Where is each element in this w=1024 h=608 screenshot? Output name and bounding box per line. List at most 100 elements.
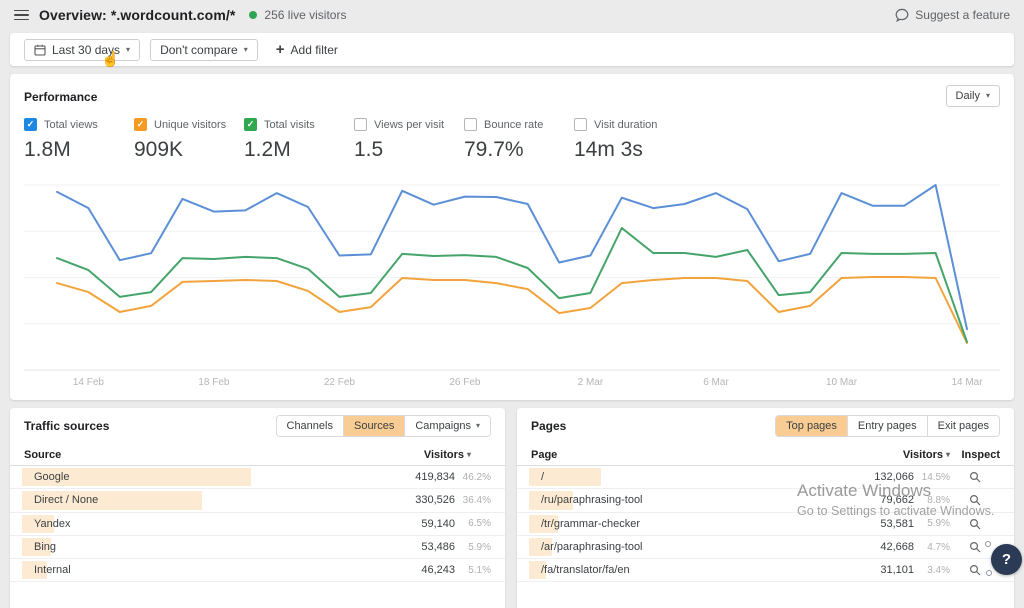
- row-bar: [529, 537, 553, 557]
- column-visitors-sort[interactable]: Visitors ▾: [423, 448, 471, 461]
- metric-total-visits[interactable]: Total visits 1.2M: [244, 118, 354, 162]
- decorative-ring-icon: [985, 541, 991, 547]
- source-name[interactable]: Direct / None: [34, 494, 99, 507]
- interval-dropdown[interactable]: Daily ▾: [945, 85, 1000, 107]
- row-bar: [529, 561, 546, 580]
- metric-checkbox[interactable]: [24, 118, 37, 131]
- visitors-percent: 14.5%: [921, 471, 950, 483]
- visitors-count: 419,834: [415, 471, 455, 484]
- help-button[interactable]: ?: [991, 544, 1022, 575]
- page-path[interactable]: /ar/paraphrasing-tool: [541, 541, 643, 554]
- metric-value: 1.2M: [244, 138, 291, 161]
- date-range-button[interactable]: Last 30 days ▾: [24, 38, 141, 61]
- metric-visit-duration[interactable]: Visit duration 14m 3s: [574, 118, 684, 162]
- magnifier-icon[interactable]: [969, 564, 981, 576]
- source-name[interactable]: Yandex: [34, 517, 71, 530]
- live-visitors-label: 256 live visitors: [264, 8, 347, 22]
- page-path[interactable]: /fa/translator/fa/en: [541, 564, 630, 577]
- svg-text:14 Mar: 14 Mar: [951, 377, 983, 388]
- source-name[interactable]: Google: [34, 471, 70, 484]
- metric-total-views[interactable]: Total views 1.8M: [24, 118, 134, 162]
- table-row[interactable]: Internal 46,243 5.1%: [10, 559, 505, 583]
- chevron-down-icon: ▾: [126, 44, 131, 54]
- row-bar: [529, 491, 573, 510]
- source-name[interactable]: Bing: [34, 541, 57, 554]
- compare-button[interactable]: Don't compare ▾: [150, 38, 258, 61]
- source-name[interactable]: Internal: [34, 564, 71, 577]
- tab-sources[interactable]: Sources: [343, 416, 406, 436]
- tab-exit-pages[interactable]: Exit pages: [927, 416, 999, 436]
- sort-desc-icon: ▾: [945, 449, 950, 459]
- line-chart[interactable]: 14 Feb 18 Feb 22 Feb 26 Feb 2 Mar 6 Mar 10 Mar…: [24, 174, 1000, 390]
- tab-label: Sources: [353, 420, 395, 432]
- page-path[interactable]: /tr/grammar-checker: [541, 517, 641, 530]
- visitors-count: 79,662: [880, 494, 914, 507]
- magnifier-icon[interactable]: [969, 518, 981, 530]
- table-row[interactable]: /fa/translator/fa/en 31,101 3.4%: [517, 559, 1014, 583]
- visitors-percent: 36.4%: [462, 494, 491, 506]
- pages-table: / 132,066 14.5% /ru/paraphrasing-tool 79…: [517, 466, 1014, 583]
- metric-label: Total views: [44, 118, 98, 131]
- svg-text:18 Feb: 18 Feb: [198, 377, 230, 388]
- metric-checkbox[interactable]: [464, 118, 477, 131]
- column-source: Source: [24, 448, 62, 461]
- metric-bounce-rate[interactable]: Bounce rate 79.7%: [464, 118, 574, 162]
- magnifier-icon[interactable]: [969, 471, 981, 483]
- sort-desc-icon: ▾: [466, 449, 471, 459]
- row-bar: [22, 537, 52, 557]
- suggest-feature-button[interactable]: Suggest a feature: [895, 8, 1010, 22]
- metric-views-per-visit[interactable]: Views per visit 1.5: [354, 118, 464, 162]
- visitors-count: 53,581: [880, 517, 914, 530]
- row-bar: [22, 514, 55, 533]
- table-row[interactable]: Direct / None 330,526 36.4%: [10, 489, 505, 513]
- filter-bar: Last 30 days ▾ Don't compare ▾ + Add fil…: [10, 33, 1014, 66]
- page-path[interactable]: /: [541, 471, 545, 484]
- metric-label: Views per visit: [374, 118, 445, 131]
- metric-value: 909K: [134, 138, 184, 161]
- visitors-percent: 4.7%: [927, 541, 950, 553]
- add-filter-button[interactable]: + Add filter: [276, 42, 338, 57]
- traffic-sources-panel: Traffic sources Channels Sources Campaig…: [10, 408, 505, 608]
- tab-entry-pages[interactable]: Entry pages: [847, 416, 928, 436]
- visitors-percent: 8.8%: [927, 494, 950, 506]
- visitors-count: 42,668: [880, 541, 914, 554]
- svg-text:14 Feb: 14 Feb: [73, 377, 105, 388]
- magnifier-icon[interactable]: [969, 494, 981, 506]
- tab-channels[interactable]: Channels: [276, 416, 344, 436]
- column-visitors-sort[interactable]: Visitors ▾: [902, 448, 950, 461]
- table-row[interactable]: /ru/paraphrasing-tool 79,662 8.8%: [517, 489, 1014, 513]
- table-row[interactable]: Google 419,834 46.2%: [10, 466, 505, 490]
- metric-checkbox[interactable]: [354, 118, 367, 131]
- page-path[interactable]: /ru/paraphrasing-tool: [541, 494, 643, 507]
- table-row[interactable]: Yandex 59,140 6.5%: [10, 513, 505, 536]
- table-row[interactable]: /ar/paraphrasing-tool 42,668 4.7%: [517, 536, 1014, 560]
- tab-label: Entry pages: [857, 420, 917, 432]
- visitors-count: 59,140: [421, 517, 455, 530]
- metric-checkbox[interactable]: [244, 118, 257, 131]
- help-label: ?: [1001, 551, 1012, 568]
- visitors-count: 53,486: [421, 541, 455, 554]
- magnifier-icon[interactable]: [969, 541, 981, 553]
- row-bar: [529, 514, 559, 533]
- column-page: Page: [531, 448, 558, 461]
- chevron-down-icon: ▾: [475, 421, 480, 430]
- pages-tabs: Top pages Entry pages Exit pages: [775, 415, 1000, 437]
- metric-checkbox[interactable]: [574, 118, 587, 131]
- svg-text:2 Mar: 2 Mar: [578, 377, 604, 388]
- visitors-percent: 3.4%: [927, 564, 950, 576]
- table-row[interactable]: /tr/grammar-checker 53,581 5.9%: [517, 513, 1014, 536]
- table-row[interactable]: / 132,066 14.5%: [517, 466, 1014, 490]
- visitors-percent: 46.2%: [462, 471, 491, 483]
- visitors-count: 31,101: [880, 564, 914, 577]
- performance-chart[interactable]: 14 Feb 18 Feb 22 Feb 26 Feb 2 Mar 6 Mar 10 Mar…: [24, 174, 1000, 390]
- menu-icon[interactable]: [14, 9, 29, 21]
- tab-top-pages[interactable]: Top pages: [776, 416, 848, 436]
- tab-campaigns[interactable]: Campaigns ▾: [405, 416, 490, 436]
- visitors-count: 330,526: [415, 494, 455, 507]
- table-header: Page Visitors ▾ Inspect: [517, 444, 1014, 466]
- metric-value: 79.7%: [464, 138, 524, 161]
- table-row[interactable]: Bing 53,486 5.9%: [10, 536, 505, 560]
- chevron-down-icon: ▾: [243, 44, 248, 54]
- metric-unique-visitors[interactable]: Unique visitors 909K: [134, 118, 244, 162]
- metric-checkbox[interactable]: [134, 118, 147, 131]
